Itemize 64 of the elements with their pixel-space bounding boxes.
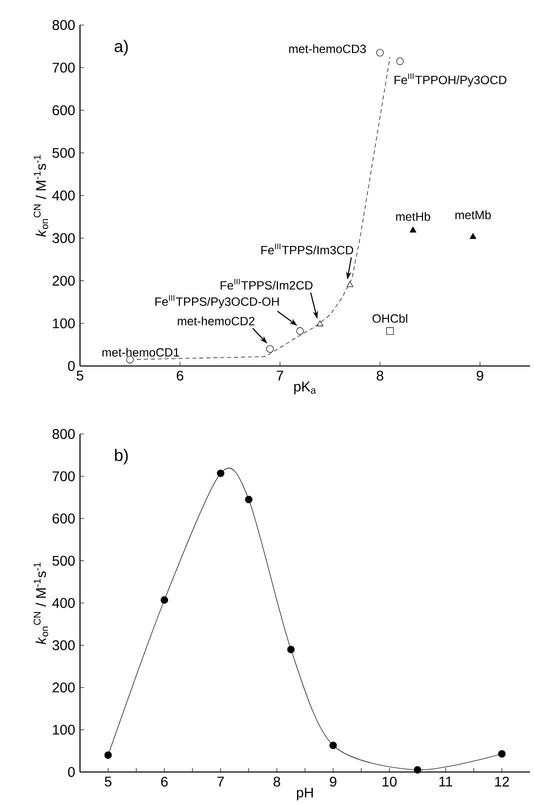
annotation: metMb (455, 210, 491, 220)
y-tick-label: 600 (52, 514, 75, 524)
point (410, 226, 416, 232)
y-tick-label: 100 (52, 318, 75, 328)
y-tick-label: 800 (52, 429, 75, 439)
x-tick-label: 5 (76, 370, 84, 380)
point (266, 345, 274, 353)
y-axis-title: k$_{on}$$^{CN}$ / M$^{-1}$s$^{-1}$ (34, 562, 48, 644)
annotation: Fe$^{III}$TPPS/Im2CD (220, 278, 312, 290)
x-tick-label: 11 (439, 776, 452, 786)
point (104, 751, 112, 759)
x-tick-label: 6 (161, 776, 168, 787)
annotation: Fe$^{III}$TPPS/Py3OCD-OH (155, 295, 279, 308)
annotation: Fe$^{III}$TPPS/Im3CD (261, 244, 354, 254)
y-tick-label: 300 (52, 233, 75, 244)
point (414, 766, 422, 774)
y-tick-label: 300 (52, 640, 75, 650)
x-axis-title: pH (296, 788, 313, 800)
point (346, 281, 354, 288)
x-tick-label: 8 (376, 370, 384, 381)
text: b) (115, 448, 128, 464)
y-tick-label: 0 (68, 767, 75, 777)
annotation: metHb (396, 212, 430, 221)
x-tick-label: 9 (476, 370, 484, 381)
y-tick-label: 200 (52, 682, 75, 692)
point (329, 742, 337, 750)
x-tick-label: 12 (495, 776, 509, 786)
y-tick-label: 500 (52, 556, 75, 566)
x-tick-label: 6 (176, 370, 184, 381)
y-tick-label: 700 (52, 62, 75, 73)
point (396, 57, 404, 65)
point (386, 327, 394, 335)
x-tick-label: 5 (104, 776, 112, 786)
y-tick-label: 500 (52, 148, 75, 158)
annotation: met-hemoCD3 (289, 44, 366, 54)
y-tick-label: 400 (52, 190, 75, 200)
annotation: OHCbl (372, 314, 408, 323)
text: a) (114, 40, 128, 56)
annotation: met-hemoCD2 (178, 316, 254, 326)
y-tick-label: 400 (52, 598, 75, 608)
annotation: Fe$^{III}$TPPOH/Py3OCD (394, 73, 506, 87)
x-tick-label: 8 (274, 776, 280, 787)
x-tick-label: 10 (382, 776, 397, 787)
x-tick-label: 7 (217, 776, 224, 786)
x-axis-title: pK$_{a}$ (294, 382, 316, 394)
point (245, 496, 252, 504)
point (296, 327, 304, 335)
y-tick-label: 100 (52, 724, 75, 735)
point (470, 233, 476, 239)
y-tick-label: 800 (52, 20, 75, 30)
point (287, 646, 295, 654)
x-tick-label: 7 (276, 370, 284, 380)
point (316, 320, 324, 326)
y-tick-label: 0 (68, 361, 75, 371)
annotation: met-hemoCD1 (102, 348, 180, 357)
point (160, 596, 168, 604)
point (216, 470, 224, 478)
y-tick-label: 700 (52, 471, 75, 482)
point (498, 750, 506, 758)
y-tick-label: 200 (52, 276, 75, 286)
point (376, 48, 384, 56)
y-axis-title: k$_{on}$$^{CN}$ / M$^{-1}$s$^{-1}$ (34, 155, 48, 237)
y-tick-label: 600 (52, 105, 75, 116)
x-tick-label: 9 (330, 776, 336, 787)
